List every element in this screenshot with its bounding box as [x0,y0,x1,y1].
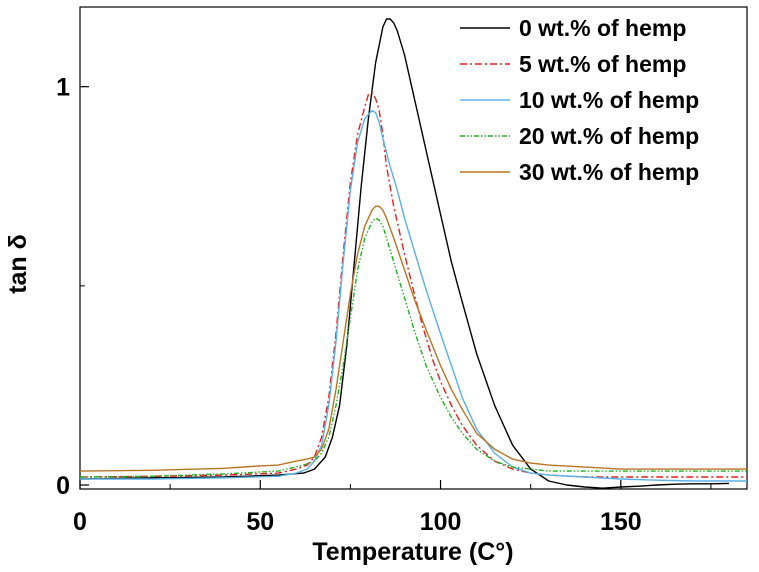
y-tick-label: 1 [56,74,70,102]
y-tick-label: 0 [56,472,70,500]
plot-area [79,18,747,489]
x-tick-label: 150 [600,508,642,536]
legend-label-0: 0 wt.% of hemp [519,15,686,41]
legend-label-2: 10 wt.% of hemp [519,87,699,113]
x-tick-label: 100 [420,508,462,536]
legend: 0 wt.% of hemp 5 wt.% of hemp 10 wt.% of h… [460,15,699,185]
series-line-4 [79,205,747,472]
x-axis-title: Temperature (C°) [312,538,513,566]
x-tick-label: 50 [246,508,274,536]
series-line-3 [79,217,747,478]
series-line-1 [79,91,747,478]
x-tick-label: 0 [73,508,87,536]
plot-frame [79,6,748,490]
series-line-0 [79,18,730,489]
axes: 0 50 100 150 0 1 [56,74,712,536]
legend-label-1: 5 wt.% of hemp [519,51,686,77]
legend-label-3: 20 wt.% of hemp [519,123,699,149]
y-axis-title: tan δ [4,234,32,294]
legend-label-4: 30 wt.% of hemp [519,159,699,185]
